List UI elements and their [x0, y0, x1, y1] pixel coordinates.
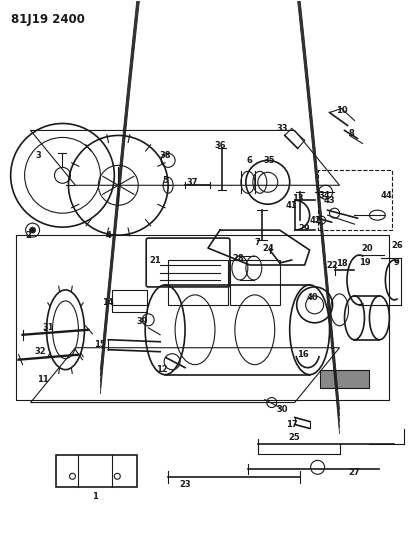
Text: 29: 29 — [299, 224, 310, 232]
Text: 13: 13 — [292, 193, 304, 203]
Text: 28: 28 — [232, 254, 244, 263]
Text: 9: 9 — [393, 257, 399, 266]
Text: 20: 20 — [361, 244, 373, 253]
Circle shape — [30, 227, 35, 233]
Text: 6: 6 — [247, 156, 253, 165]
Text: 4: 4 — [105, 231, 111, 240]
Text: 10: 10 — [336, 106, 347, 115]
Bar — [319, 370, 369, 387]
Text: 11: 11 — [37, 375, 49, 384]
Text: 25: 25 — [289, 433, 301, 442]
Text: 42: 42 — [310, 216, 322, 224]
Text: 31: 31 — [43, 324, 54, 332]
Text: 14: 14 — [102, 298, 114, 308]
Bar — [168, 260, 228, 305]
Text: 8: 8 — [348, 129, 355, 138]
Bar — [317, 171, 392, 230]
Text: 18: 18 — [336, 259, 347, 268]
Text: 43: 43 — [324, 196, 335, 205]
Text: 7: 7 — [255, 238, 261, 247]
Text: 30: 30 — [276, 405, 288, 414]
Text: 33: 33 — [276, 124, 288, 133]
Text: 23: 23 — [179, 480, 191, 489]
Text: 26: 26 — [391, 240, 403, 249]
Text: 19: 19 — [359, 257, 370, 266]
Bar — [55, 455, 137, 487]
Text: 17: 17 — [286, 420, 297, 429]
Text: 2: 2 — [26, 231, 31, 240]
Text: 32: 32 — [35, 347, 47, 356]
Text: 38: 38 — [160, 151, 171, 160]
Text: 27: 27 — [349, 468, 360, 477]
Bar — [112, 290, 147, 312]
Text: 44: 44 — [381, 191, 392, 200]
Bar — [230, 260, 280, 305]
Text: 24: 24 — [262, 244, 274, 253]
Text: 35: 35 — [264, 156, 275, 165]
Text: 34: 34 — [319, 191, 330, 200]
Text: 81J19 2400: 81J19 2400 — [11, 13, 84, 26]
Text: 5: 5 — [162, 176, 168, 185]
Text: 15: 15 — [95, 340, 106, 349]
Text: 3: 3 — [35, 151, 42, 160]
Text: 40: 40 — [307, 293, 318, 302]
Text: 37: 37 — [186, 178, 198, 187]
Text: 12: 12 — [156, 365, 168, 374]
Text: 39: 39 — [136, 317, 148, 326]
Text: 22: 22 — [327, 261, 338, 270]
Text: 41: 41 — [286, 201, 297, 209]
Text: 16: 16 — [297, 350, 308, 359]
Text: 21: 21 — [149, 255, 161, 264]
Text: 1: 1 — [93, 492, 98, 500]
Text: 36: 36 — [214, 141, 226, 150]
